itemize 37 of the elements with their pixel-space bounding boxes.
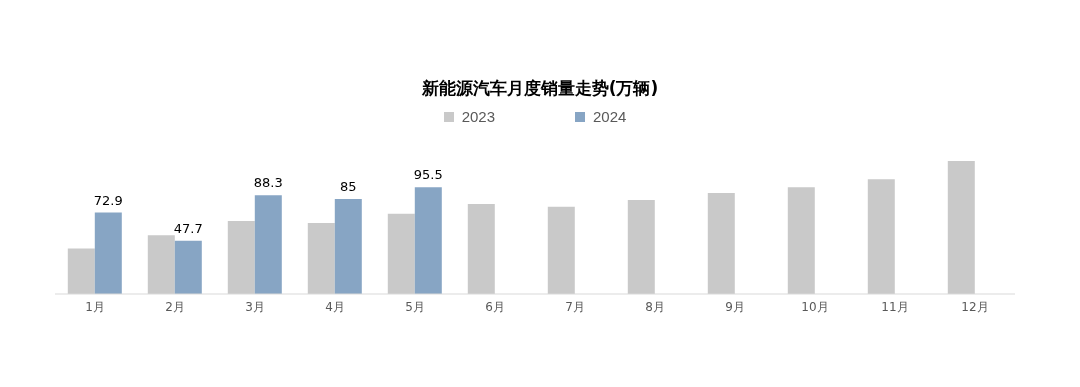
x-tick-label: 8月 bbox=[645, 299, 665, 314]
x-tick-label: 1月 bbox=[85, 299, 105, 314]
bar bbox=[787, 187, 815, 294]
bar bbox=[307, 222, 335, 294]
chart-title: 新能源汽车月度销量走势(万辆) bbox=[420, 77, 660, 100]
bar bbox=[547, 206, 575, 294]
x-tick-label: 4月 bbox=[325, 299, 345, 314]
bar bbox=[147, 235, 175, 294]
bar bbox=[254, 195, 282, 294]
legend-label: 2024 bbox=[593, 108, 627, 125]
bar bbox=[94, 212, 122, 294]
x-tick-label: 7月 bbox=[565, 299, 585, 314]
bar bbox=[414, 187, 442, 294]
x-tick-label: 11月 bbox=[881, 299, 909, 314]
bar bbox=[627, 200, 655, 294]
bar bbox=[174, 240, 202, 294]
data-label: 47.7 bbox=[173, 220, 203, 236]
x-tick-label: 9月 bbox=[725, 299, 745, 314]
x-tick-label: 12月 bbox=[961, 299, 989, 314]
bar bbox=[707, 192, 735, 294]
x-tick-label: 2月 bbox=[165, 299, 185, 314]
bar bbox=[867, 179, 895, 294]
data-label: 95.5 bbox=[413, 167, 443, 183]
bar bbox=[67, 248, 95, 294]
bar bbox=[467, 203, 495, 294]
data-label: 72.9 bbox=[93, 192, 123, 208]
data-label: 88.3 bbox=[253, 175, 283, 191]
bar bbox=[387, 213, 415, 294]
x-tick-label: 6月 bbox=[485, 299, 505, 314]
bar bbox=[227, 221, 255, 294]
x-tick-label: 5月 bbox=[405, 299, 425, 314]
x-tick-label: 10月 bbox=[801, 299, 829, 314]
x-tick-label: 3月 bbox=[245, 299, 265, 314]
bar bbox=[947, 161, 975, 294]
bar bbox=[334, 199, 362, 294]
legend-label: 2023 bbox=[461, 108, 495, 125]
data-label: 85 bbox=[340, 179, 357, 194]
